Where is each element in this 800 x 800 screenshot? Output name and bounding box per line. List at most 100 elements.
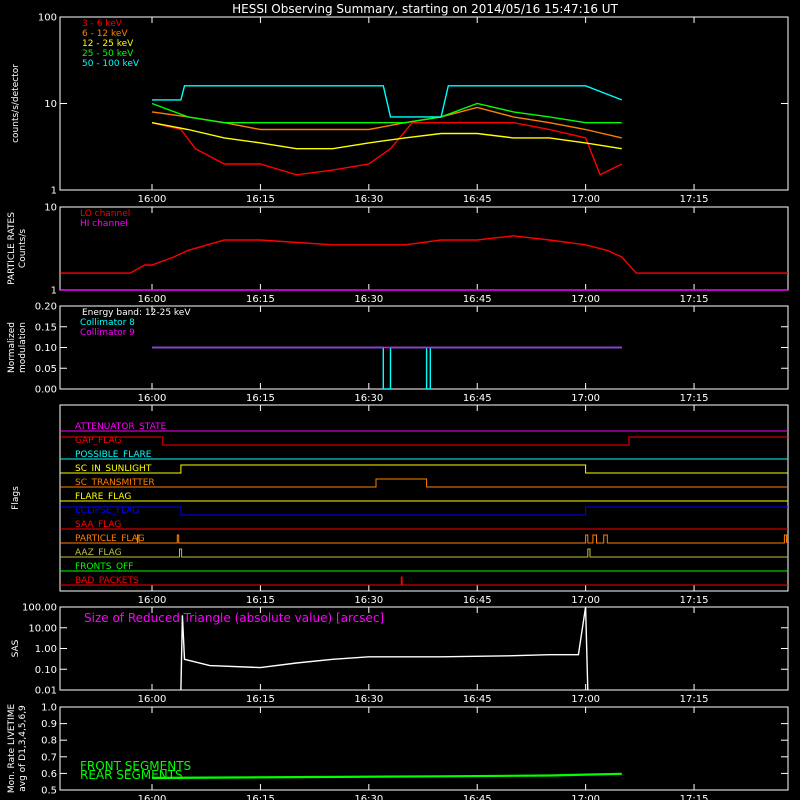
chart-title: HESSI Observing Summary, starting on 201… xyxy=(232,2,618,16)
series-line xyxy=(151,106,622,139)
flag-label: FLARE_FLAG xyxy=(75,492,131,502)
flag-label: ECLIPSE_FLAG xyxy=(75,506,139,516)
y-tick-label: 0.6 xyxy=(41,769,57,780)
series-line xyxy=(151,772,622,779)
y-tick-label: 10 xyxy=(44,203,57,214)
x-tick-label: 16:15 xyxy=(246,393,275,404)
series-line xyxy=(60,548,788,558)
series-line xyxy=(152,85,623,118)
y-axis-label: Normalized xyxy=(7,322,17,373)
legend-entry: 3 - 6 keV xyxy=(82,19,123,29)
x-tick-label: 16:30 xyxy=(354,694,383,705)
series-line xyxy=(60,436,788,446)
x-tick-label: 16:00 xyxy=(138,194,167,205)
x-tick-label: 16:30 xyxy=(354,794,383,800)
legend-entry: REAR SEGMENTS xyxy=(80,768,183,782)
y-tick-label: 1 xyxy=(51,186,57,197)
x-tick-label: 17:15 xyxy=(680,194,709,205)
x-tick-label: 17:00 xyxy=(571,794,600,800)
legend-entry: 25 - 50 keV xyxy=(82,49,134,59)
legend-entry: FRONT SEGMENTS xyxy=(80,759,191,773)
x-tick-label: 17:15 xyxy=(680,794,709,800)
x-tick-label: 16:00 xyxy=(138,595,167,606)
legend-entry: LO channel xyxy=(80,209,130,219)
panels: 16:00 16:15 16:30 16:45 17:00 17:15 1 10 100 coun… xyxy=(7,13,789,800)
y-tick-label: 10 xyxy=(44,99,57,110)
legend-entry: Collimator 8 xyxy=(80,318,135,328)
y-tick-label: 0.10 xyxy=(35,665,57,676)
x-tick-label: 17:00 xyxy=(571,393,600,404)
x-tick-label: 16:30 xyxy=(354,194,383,205)
series-line xyxy=(60,235,788,274)
y-tick-label: 0.00 xyxy=(35,385,57,396)
series-line xyxy=(151,102,622,124)
y-tick-label: 0.9 xyxy=(41,719,57,730)
y-tick-label: 0.7 xyxy=(41,752,57,763)
flag-label: SC_IN_SUNLIGHT xyxy=(75,464,152,474)
x-tick-label: 16:30 xyxy=(354,294,383,305)
x-tick-label: 16:30 xyxy=(354,393,383,404)
y-tick-label: 1.00 xyxy=(35,644,57,655)
y-tick-label: 1.0 xyxy=(41,703,57,714)
y-tick-label: 0.8 xyxy=(41,736,57,747)
series-line xyxy=(180,606,589,691)
flag-label: AAZ_FLAG xyxy=(75,548,122,558)
panel-particle-rates: 16:00 16:15 16:30 16:45 17:00 17:15 1 10 PARTICL… xyxy=(7,203,789,305)
x-tick-label: 16:15 xyxy=(246,595,275,606)
legend-entry: HI channel xyxy=(80,219,128,229)
x-tick-label: 16:45 xyxy=(463,294,492,305)
y-axis-label: PARTICLE RATES xyxy=(7,212,17,285)
series-line xyxy=(60,576,788,586)
x-tick-label: 16:15 xyxy=(246,194,275,205)
x-tick-label: 16:45 xyxy=(463,393,492,404)
flag-label: SC_TRANSMITTER xyxy=(75,478,155,488)
x-tick-label: 17:15 xyxy=(680,294,709,305)
x-tick-label: 17:00 xyxy=(571,294,600,305)
y-tick-label: 10.00 xyxy=(28,623,57,634)
series-line xyxy=(60,506,788,516)
flag-label: FRONTS_OFF xyxy=(75,562,133,572)
x-tick-label: 16:15 xyxy=(246,794,275,800)
x-tick-label: 17:15 xyxy=(680,595,709,606)
x-tick-label: 17:15 xyxy=(680,694,709,705)
x-tick-label: 16:15 xyxy=(246,294,275,305)
y-tick-label: 0.01 xyxy=(35,686,57,697)
x-tick-label: 17:00 xyxy=(571,694,600,705)
panel-annotation: Size of Reduced Triangle (absolute value… xyxy=(84,611,384,625)
panel-livetime: 16:00 16:15 16:30 16:45 17:00 17:15 0.5 0.6 0.7 0… xyxy=(7,703,789,800)
y-tick-label: 0.15 xyxy=(35,322,57,333)
y-tick-label: 0.10 xyxy=(35,343,57,354)
series-line xyxy=(151,773,622,780)
flag-label: SAA_FLAG xyxy=(75,520,121,530)
y-axis-label: Flags xyxy=(11,486,21,510)
legend-title: Energy band: 12-25 keV xyxy=(82,308,191,318)
flag-label: PARTICLE_FLAG xyxy=(75,534,145,544)
legend-entry: 50 - 100 keV xyxy=(82,59,140,69)
y-axis-label: counts/s/detector xyxy=(11,64,21,143)
x-tick-label: 16:00 xyxy=(138,393,167,404)
y-axis-label: SAS xyxy=(11,639,21,657)
y-tick-label: 0.05 xyxy=(35,364,57,375)
x-tick-label: 16:45 xyxy=(463,194,492,205)
x-tick-label: 16:00 xyxy=(138,694,167,705)
y-tick-label: 0.20 xyxy=(35,302,57,313)
panel-sas: 16:00 16:15 16:30 16:45 17:00 17:15 0.01 0.10 1.… xyxy=(11,603,789,705)
y-axis-label-2: Counts/s xyxy=(18,229,28,268)
series-line xyxy=(151,122,622,150)
panel-flags: 16:00 16:15 16:30 16:45 17:00 17:15 Flags ATTEN… xyxy=(11,404,789,606)
y-tick-label: 0.5 xyxy=(41,786,57,797)
y-tick-label: 1 xyxy=(51,286,57,297)
x-tick-label: 17:15 xyxy=(680,393,709,404)
panel-frame xyxy=(59,706,789,791)
x-tick-label: 16:45 xyxy=(463,694,492,705)
legend-entry: 12 - 25 keV xyxy=(82,39,134,49)
y-tick-label: 100 xyxy=(38,13,57,24)
flag-label: ATTENUATOR_STATE xyxy=(75,422,167,432)
panel-modulation: 16:00 16:15 16:30 16:45 17:00 17:15 0.00 0.05 0.… xyxy=(7,302,789,404)
series-line xyxy=(60,464,788,474)
flag-label: GAP_FLAG xyxy=(75,436,121,446)
series-line xyxy=(60,478,788,488)
panel-frame xyxy=(59,404,789,592)
